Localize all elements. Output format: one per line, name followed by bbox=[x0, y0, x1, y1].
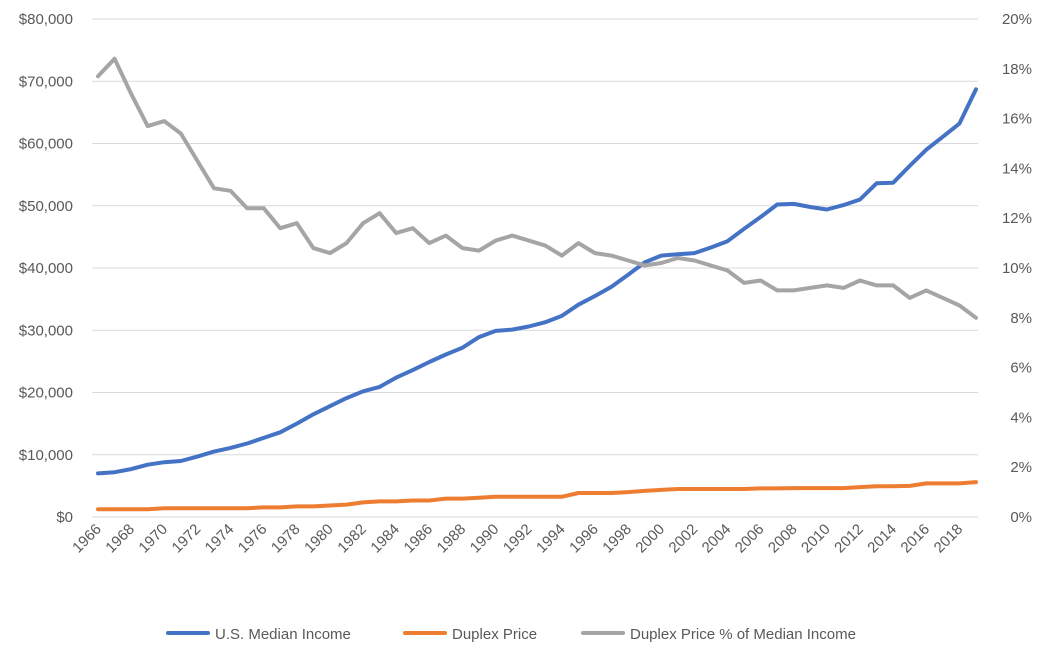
x-tick-label: 1998 bbox=[599, 521, 635, 557]
x-tick-label: 2016 bbox=[898, 521, 934, 557]
x-tick-label: 1996 bbox=[566, 521, 602, 557]
x-tick-label: 1982 bbox=[334, 521, 370, 557]
legend-label: Duplex Price bbox=[452, 626, 537, 643]
left-tick-label: $80,000 bbox=[19, 11, 73, 28]
right-tick-label: 18% bbox=[1002, 61, 1032, 78]
left-axis-ticks: $0 $10,000 $20,000 $30,000 $40,000 $50,000 $60… bbox=[19, 11, 73, 526]
left-tick-label: $20,000 bbox=[19, 385, 73, 402]
right-tick-label: 10% bbox=[1002, 260, 1032, 277]
series-line-duplex-price-of-median-income bbox=[96, 56, 978, 320]
legend: U.S. Median Income Duplex Price Duplex Pri… bbox=[166, 626, 856, 643]
x-tick-label: 1972 bbox=[169, 521, 205, 557]
left-tick-label: $0 bbox=[56, 509, 73, 526]
right-tick-label: 6% bbox=[1010, 360, 1032, 377]
right-axis-ticks: 0% 2% 4% 6% 8% 10% 12% 14% 16% 18% 20% bbox=[1002, 11, 1032, 526]
x-tick-label: 1984 bbox=[367, 521, 403, 557]
left-tick-label: $30,000 bbox=[19, 322, 73, 339]
x-tick-label: 1978 bbox=[268, 521, 304, 557]
x-tick-label: 1966 bbox=[69, 521, 105, 557]
right-tick-label: 8% bbox=[1010, 310, 1032, 327]
x-tick-label: 2004 bbox=[699, 521, 735, 557]
right-tick-label: 14% bbox=[1002, 160, 1032, 177]
right-tick-label: 12% bbox=[1002, 210, 1032, 227]
left-tick-label: $10,000 bbox=[19, 447, 73, 464]
x-tick-label: 1974 bbox=[202, 521, 238, 557]
x-tick-label: 2000 bbox=[632, 521, 668, 557]
right-tick-label: 16% bbox=[1002, 111, 1032, 128]
x-tick-label: 1970 bbox=[135, 521, 171, 557]
right-tick-label: 20% bbox=[1002, 11, 1032, 28]
legend-label: U.S. Median Income bbox=[215, 626, 351, 643]
x-axis-ticks: 1966196819701972197419761978198019821984… bbox=[69, 521, 966, 557]
left-tick-label: $70,000 bbox=[19, 73, 73, 90]
x-tick-label: 2014 bbox=[864, 521, 900, 557]
right-tick-label: 2% bbox=[1010, 459, 1032, 476]
x-tick-label: 2010 bbox=[798, 521, 834, 557]
x-tick-label: 1990 bbox=[467, 521, 503, 557]
gridlines bbox=[92, 18, 978, 456]
x-tick-label: 1986 bbox=[401, 521, 437, 557]
x-tick-label: 1988 bbox=[434, 521, 470, 557]
x-tick-label: 1968 bbox=[102, 521, 138, 557]
x-tick-label: 2006 bbox=[732, 521, 768, 557]
legend-label: Duplex Price % of Median Income bbox=[630, 626, 856, 643]
x-tick-label: 2018 bbox=[931, 521, 967, 557]
x-tick-label: 2012 bbox=[831, 521, 867, 557]
x-tick-label: 1980 bbox=[301, 521, 337, 557]
x-tick-label: 2002 bbox=[666, 521, 702, 557]
series-line-duplex-price bbox=[96, 480, 978, 512]
left-tick-label: $40,000 bbox=[19, 260, 73, 277]
x-tick-label: 1992 bbox=[500, 521, 536, 557]
left-tick-label: $60,000 bbox=[19, 136, 73, 153]
x-tick-label: 1994 bbox=[533, 521, 569, 557]
x-tick-label: 1976 bbox=[235, 521, 271, 557]
x-tick-label: 2008 bbox=[765, 521, 801, 557]
right-tick-label: 0% bbox=[1010, 509, 1032, 526]
series-layer bbox=[96, 56, 978, 512]
series-line-u-s-median-income bbox=[96, 87, 978, 476]
right-tick-label: 4% bbox=[1010, 409, 1032, 426]
left-tick-label: $50,000 bbox=[19, 198, 73, 215]
